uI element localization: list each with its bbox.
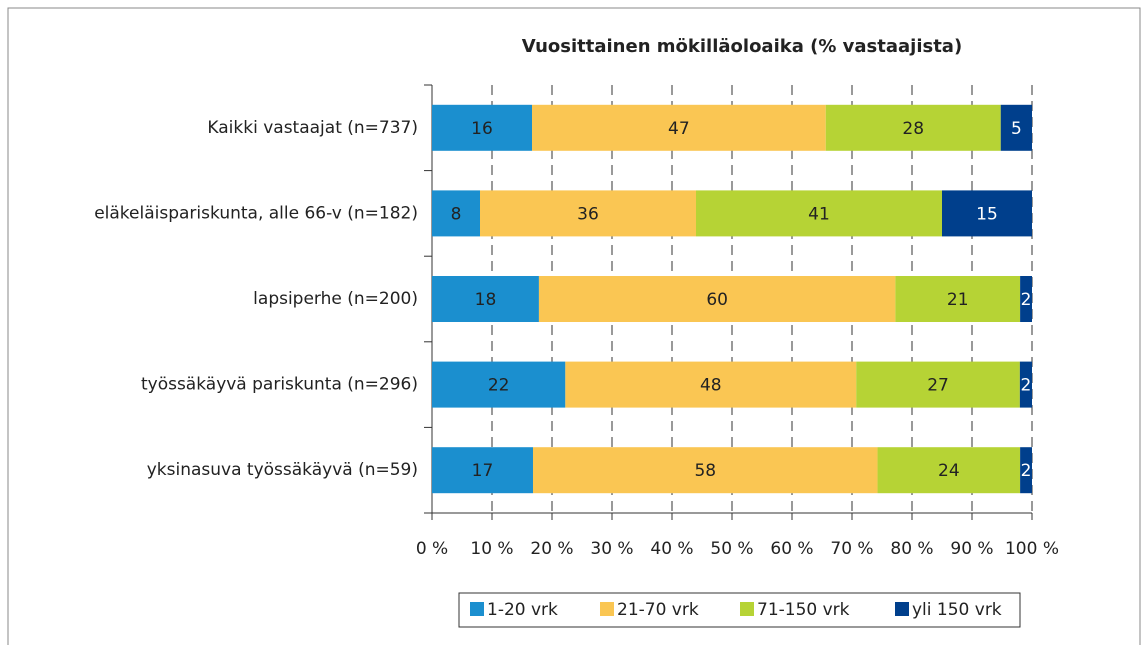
legend-label: 1-20 vrk bbox=[487, 600, 558, 620]
value-label: 18 bbox=[475, 290, 497, 310]
bar-segment bbox=[856, 361, 1020, 408]
bar-segment bbox=[696, 190, 942, 237]
x-tick-label: 40 % bbox=[650, 539, 693, 559]
bar-segment bbox=[1020, 447, 1032, 494]
x-tick-label: 0 % bbox=[416, 539, 448, 559]
value-label: 36 bbox=[577, 204, 599, 224]
x-tick-label: 90 % bbox=[950, 539, 993, 559]
bar-segment bbox=[1019, 361, 1032, 408]
value-label: 41 bbox=[808, 204, 830, 224]
legend-box bbox=[458, 592, 1021, 628]
legend-swatch bbox=[740, 602, 754, 616]
bar-segment bbox=[1000, 104, 1032, 151]
value-label: 5 bbox=[1011, 119, 1022, 139]
value-label: 21 bbox=[947, 290, 969, 310]
value-label: 8 bbox=[451, 204, 462, 224]
y-tick-label: eläkeläispariskunta, alle 66-v (n=182) bbox=[94, 203, 418, 223]
bar-segment bbox=[877, 447, 1021, 494]
y-tick-label: lapsiperhe (n=200) bbox=[253, 289, 418, 309]
value-label: 24 bbox=[938, 461, 960, 481]
bar-segment bbox=[1020, 276, 1032, 322]
value-label: 58 bbox=[694, 461, 716, 481]
value-label: 27 bbox=[927, 376, 949, 396]
x-tick-label: 20 % bbox=[530, 539, 573, 559]
value-label: 2 bbox=[1021, 290, 1032, 310]
y-tick-label: yksinasuva työssäkäyvä (n=59) bbox=[147, 460, 418, 480]
bar-segment bbox=[565, 361, 857, 408]
value-label: 17 bbox=[472, 461, 494, 481]
legend-swatch bbox=[470, 602, 484, 616]
x-tick-label: 10 % bbox=[470, 539, 513, 559]
bar-segment bbox=[432, 190, 480, 237]
legend-swatch bbox=[600, 602, 614, 616]
bar-segment bbox=[825, 104, 1001, 151]
bar-segment bbox=[532, 447, 878, 494]
bar-segment bbox=[895, 276, 1021, 322]
value-label: 16 bbox=[471, 119, 493, 139]
bar-segment bbox=[532, 104, 826, 151]
x-tick-label: 80 % bbox=[890, 539, 933, 559]
value-label: 48 bbox=[700, 376, 722, 396]
y-tick-label: Kaikki vastaajat (n=737) bbox=[207, 118, 418, 138]
bar-segment bbox=[432, 276, 539, 322]
legend-label: 71-150 vrk bbox=[757, 600, 850, 620]
x-tick-label: 100 % bbox=[1005, 539, 1059, 559]
value-label: 15 bbox=[976, 204, 998, 224]
value-label: 28 bbox=[902, 119, 924, 139]
value-label: 47 bbox=[668, 119, 690, 139]
legend-label: 21-70 vrk bbox=[617, 600, 699, 620]
value-label: 2 bbox=[1021, 461, 1032, 481]
bar-segment bbox=[538, 276, 896, 322]
x-tick-label: 60 % bbox=[770, 539, 813, 559]
bar-segment bbox=[942, 190, 1032, 237]
bar-segment bbox=[480, 190, 696, 237]
value-label: 22 bbox=[488, 376, 510, 396]
value-label: 60 bbox=[706, 290, 728, 310]
value-label: 2 bbox=[1021, 376, 1032, 396]
x-tick-label: 30 % bbox=[590, 539, 633, 559]
y-tick-label: työssäkäyvä pariskunta (n=296) bbox=[141, 375, 418, 395]
legend-label: yli 150 vrk bbox=[912, 600, 1002, 620]
x-tick-label: 50 % bbox=[710, 539, 753, 559]
bar-segment bbox=[432, 104, 532, 151]
frame bbox=[7, 7, 1141, 645]
bar-segment bbox=[432, 361, 566, 408]
chart-title: Vuosittainen mökilläoloaika (% vastaajis… bbox=[522, 36, 962, 57]
legend-swatch bbox=[895, 602, 909, 616]
bar-segment bbox=[432, 447, 533, 494]
x-tick-label: 70 % bbox=[830, 539, 873, 559]
